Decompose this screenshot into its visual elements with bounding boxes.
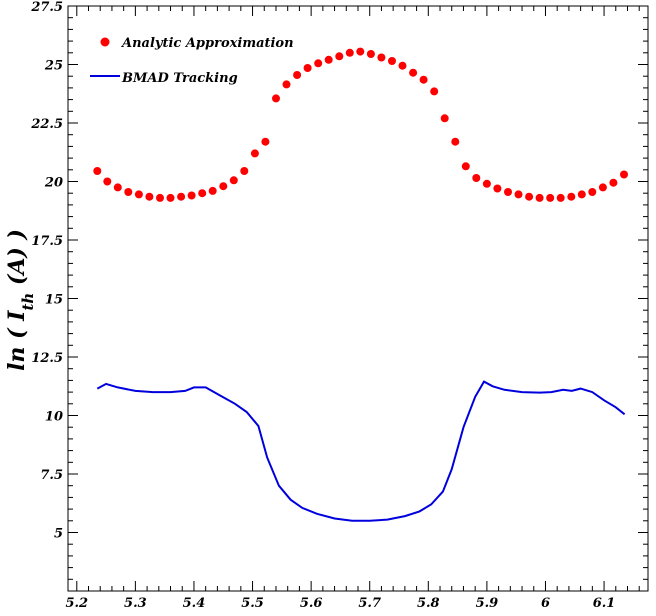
x-tick-label: 5.2 xyxy=(65,596,88,611)
y-axis-label-suffix: (A) ) xyxy=(4,229,30,293)
analytic-point xyxy=(219,182,228,191)
y-axis-label-prefix: ln ( xyxy=(4,321,30,371)
x-axis: 5.2 5.3 5.4 5.5 5.6 5.7 5.8 5.9 6 6.1 xyxy=(65,6,640,611)
analytic-point xyxy=(419,75,428,84)
analytic-point xyxy=(472,174,481,182)
analytic-point xyxy=(345,48,354,57)
x-tick-label: 5.5 xyxy=(241,596,264,611)
analytic-point xyxy=(588,188,597,196)
analytic-point xyxy=(134,190,143,199)
y-axis-label: ln ( Ith (A) ) xyxy=(4,229,37,371)
analytic-point xyxy=(598,183,607,192)
y-tick-label: 17.5 xyxy=(31,234,63,249)
y-axis-label-subscript: th xyxy=(19,293,37,311)
analytic-point xyxy=(356,47,365,56)
legend-label-bmad: BMAD Tracking xyxy=(121,71,238,86)
x-tick-label: 5.9 xyxy=(476,596,499,611)
analytic-point xyxy=(430,87,439,96)
analytic-point xyxy=(314,59,323,68)
analytic-point xyxy=(156,193,164,202)
x-tick-label: 6 xyxy=(541,596,550,611)
analytic-point xyxy=(546,193,555,202)
y-tick-label: 7.5 xyxy=(40,468,63,483)
analytic-point xyxy=(208,186,217,195)
analytic-point xyxy=(335,52,344,61)
y-tick-label: 20 xyxy=(44,176,63,191)
y-axis-label-main: I xyxy=(4,310,30,322)
plot-frame xyxy=(67,5,649,592)
analytic-point xyxy=(409,68,418,77)
y-tick-label: 27.5 xyxy=(30,0,63,15)
analytic-point xyxy=(514,190,523,199)
analytic-point xyxy=(303,64,312,72)
analytic-point xyxy=(229,176,238,185)
analytic-point xyxy=(198,189,207,198)
y-tick-label: 10 xyxy=(45,410,63,425)
analytic-point xyxy=(366,50,375,58)
analytic-point xyxy=(567,192,576,201)
analytic-point xyxy=(461,162,470,171)
y-tick-label: 15 xyxy=(45,293,63,308)
y-tick-label: 22.5 xyxy=(30,117,63,132)
legend: Analytic Approximation BMAD Tracking xyxy=(90,36,294,86)
analytic-point xyxy=(261,137,270,146)
analytic-point xyxy=(250,149,259,158)
analytic-point xyxy=(535,193,544,202)
series-line-bmad-tracking xyxy=(96,380,626,522)
analytic-point xyxy=(482,179,491,188)
analytic-point xyxy=(398,61,407,70)
analytic-point xyxy=(103,177,112,186)
analytic-point xyxy=(493,184,502,193)
y-tick-label: 25 xyxy=(44,59,63,74)
analytic-point xyxy=(272,94,280,103)
analytic-point xyxy=(324,55,333,64)
analytic-point xyxy=(282,80,291,89)
analytic-point xyxy=(504,188,512,196)
y-axis: 5 7.5 10 12.5 15 17.5 20 22.5 25 27.5 xyxy=(30,0,648,580)
analytic-point xyxy=(525,192,534,201)
x-tick-label: 6.1 xyxy=(593,596,616,611)
analytic-point xyxy=(113,183,122,192)
x-tick-label: 5.4 xyxy=(183,596,206,611)
analytic-point xyxy=(556,193,565,202)
analytic-point xyxy=(451,137,460,146)
y-tick-label: 5 xyxy=(54,527,63,542)
x-tick-label: 5.3 xyxy=(124,596,147,611)
series-layer xyxy=(93,47,628,522)
x-tick-label: 5.6 xyxy=(300,596,323,611)
analytic-point xyxy=(377,53,386,62)
legend-label-analytic: Analytic Approximation xyxy=(120,36,294,51)
analytic-point xyxy=(240,167,249,175)
x-tick-label: 5.8 xyxy=(417,596,440,611)
analytic-point xyxy=(124,188,133,196)
x-tick-label: 5.7 xyxy=(358,596,381,611)
analytic-point xyxy=(577,190,586,199)
analytic-point xyxy=(177,192,186,201)
analytic-point xyxy=(166,193,175,202)
legend-marker-analytic xyxy=(100,37,110,47)
analytic-point xyxy=(187,191,196,200)
y-tick-label: 12.5 xyxy=(31,351,63,366)
analytic-point xyxy=(609,178,618,187)
analytic-point xyxy=(145,192,154,201)
analytic-point xyxy=(440,114,449,123)
analytic-point xyxy=(293,71,302,79)
analytic-point xyxy=(620,170,628,179)
analytic-point xyxy=(388,57,396,65)
analytic-point xyxy=(93,167,102,175)
